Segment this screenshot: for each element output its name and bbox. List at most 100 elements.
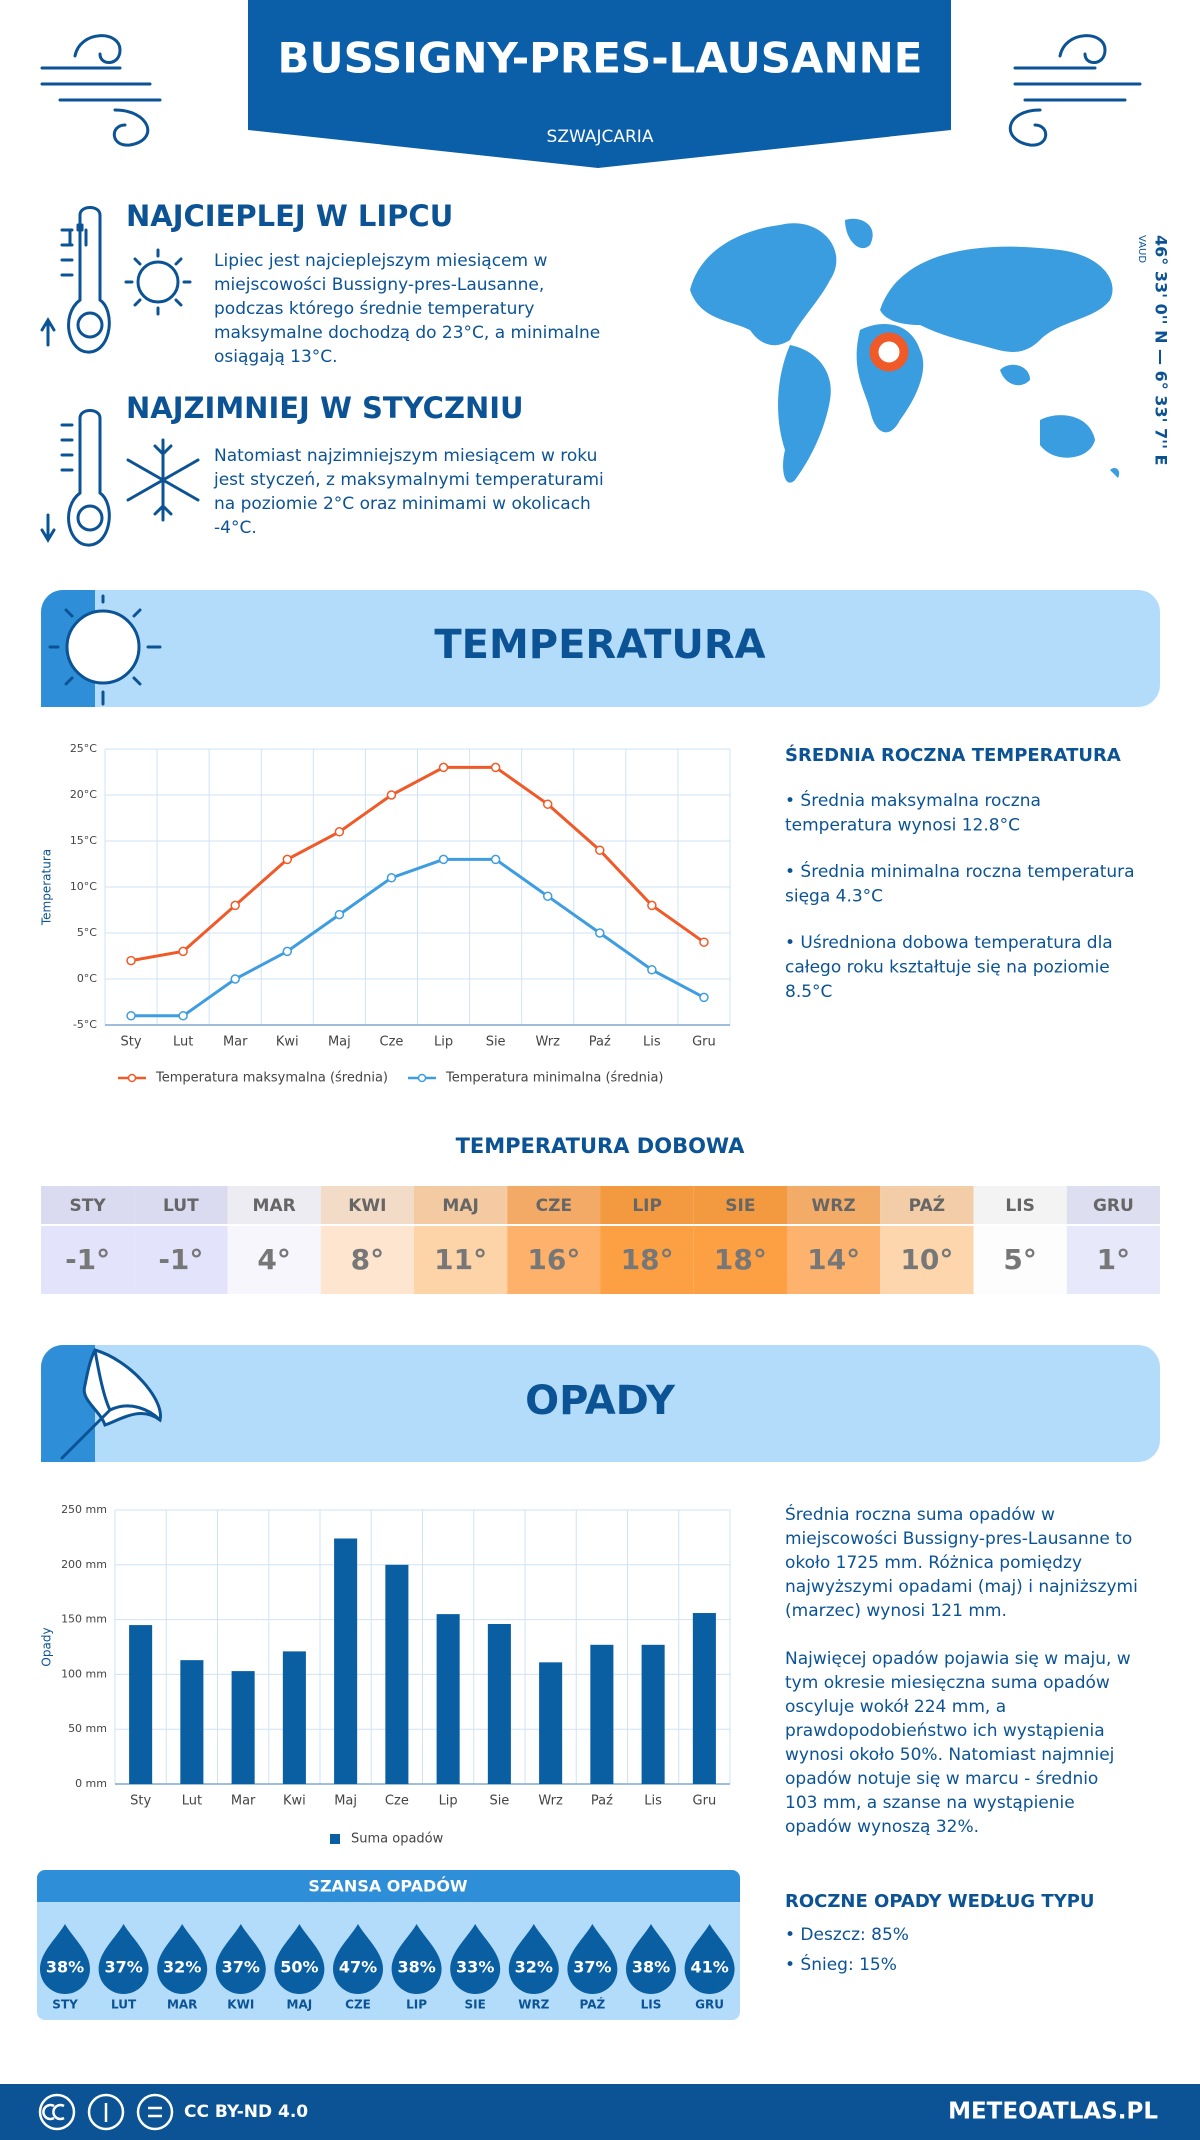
header-banner bbox=[248, 0, 951, 168]
coordinates: 46° 33' 0'' N — 6° 33' 7'' E bbox=[1152, 235, 1171, 465]
text-line: najwyższymi opadami (maj) i najniższymi bbox=[785, 1577, 1138, 1597]
rain-drop bbox=[98, 1924, 149, 1995]
chance-month: CZE bbox=[345, 1998, 371, 2012]
table-cell bbox=[880, 1186, 974, 1294]
table-cell bbox=[414, 1186, 508, 1294]
table-cell bbox=[973, 1186, 1067, 1294]
table-header: KWI bbox=[348, 1196, 386, 1216]
text-line: (marzec) wynosi 121 mm. bbox=[785, 1601, 1007, 1621]
text-line: wynosi około 50%. Natomiast najmniej bbox=[785, 1745, 1114, 1765]
text-line: tym okresie miesięczna suma opadów bbox=[785, 1673, 1110, 1693]
text-line: miejscowości Bussigny-pres-Lausanne to bbox=[785, 1529, 1132, 1549]
rain-drop bbox=[450, 1924, 501, 1994]
point bbox=[699, 992, 709, 1003]
point bbox=[282, 946, 293, 957]
text-line: prawdopodobieństwo ich wystąpienia bbox=[785, 1721, 1105, 1741]
table-cell bbox=[507, 1186, 601, 1294]
y-tick-label: 250 mm bbox=[61, 1503, 107, 1516]
point bbox=[334, 909, 345, 920]
x-tick-label: Mar bbox=[223, 1035, 248, 1050]
point bbox=[126, 1011, 136, 1021]
summary-title: ŚREDNIA ROCZNA TEMPERATURA bbox=[785, 744, 1121, 766]
table-cell bbox=[134, 1186, 228, 1294]
rain-drop bbox=[626, 1924, 676, 1994]
table-value: -1° bbox=[158, 1243, 203, 1276]
x-tick-label: Kwi bbox=[276, 1035, 299, 1050]
legend-swatch bbox=[330, 1834, 340, 1844]
x-tick-label: Wrz bbox=[538, 1794, 563, 1809]
chance-month: STY bbox=[52, 1998, 78, 2012]
x-tick-label: Paź bbox=[591, 1794, 613, 1809]
table-header: LUT bbox=[163, 1196, 199, 1216]
legend-label: Temperatura maksymalna (średnia) bbox=[155, 1071, 388, 1086]
y-tick-label: 15°C bbox=[70, 834, 97, 847]
point bbox=[490, 762, 501, 773]
point bbox=[438, 854, 449, 865]
footer bbox=[0, 2084, 1200, 2140]
chance-value: 37% bbox=[104, 1958, 142, 1977]
point bbox=[282, 854, 293, 865]
table-header-shade bbox=[973, 1186, 1067, 1225]
point bbox=[386, 790, 397, 800]
text-line: sięga 4.3°C bbox=[785, 887, 883, 907]
point bbox=[699, 937, 709, 947]
rain-drop bbox=[40, 1924, 90, 1994]
bar bbox=[129, 1625, 153, 1784]
point bbox=[230, 900, 240, 911]
text-line: opadów notuje się w marcu - średnio bbox=[785, 1769, 1098, 1789]
bar bbox=[487, 1623, 511, 1784]
legend-label: Suma opadów bbox=[351, 1832, 444, 1847]
x-tick-label: Lut bbox=[173, 1035, 193, 1050]
table-value: 18° bbox=[714, 1243, 767, 1276]
thermometer-hot-icon bbox=[40, 206, 192, 354]
precipitation-banner bbox=[41, 1345, 1160, 1462]
coldest-title: NAJZIMNIEJ W STYCZNIU bbox=[126, 391, 524, 425]
y-tick-label: 0 mm bbox=[75, 1777, 107, 1790]
table-value: 1° bbox=[1097, 1243, 1130, 1276]
y-tick-label: 200 mm bbox=[61, 1558, 107, 1571]
x-tick-label: Kwi bbox=[283, 1794, 306, 1809]
license: CC BY-ND 4.0 bbox=[184, 2102, 308, 2122]
chance-month: LUT bbox=[111, 1998, 137, 2012]
region: VAUD bbox=[1136, 235, 1147, 263]
rain-drop bbox=[391, 1924, 442, 1994]
point bbox=[542, 891, 553, 901]
table-header: SIE bbox=[725, 1196, 755, 1216]
table-header: MAR bbox=[253, 1196, 296, 1216]
chance-month: MAJ bbox=[287, 1998, 313, 2012]
thermometer-cold-icon bbox=[40, 409, 200, 547]
text-line: oscyluje wokół 224 mm, a bbox=[785, 1697, 1006, 1717]
chance-month: GRU bbox=[695, 1998, 724, 2012]
x-tick-label: Sty bbox=[121, 1035, 142, 1050]
table-header-shade bbox=[41, 1186, 135, 1225]
type-item: • Śnieg: 15% bbox=[785, 1953, 897, 1975]
point bbox=[647, 965, 657, 975]
rain-drop bbox=[333, 1924, 383, 1994]
point bbox=[126, 955, 136, 966]
text-line: Lipiec jest najcieplejszym miesiącem w bbox=[214, 251, 547, 271]
point bbox=[647, 900, 657, 911]
y-tick-label: 50 mm bbox=[68, 1722, 107, 1735]
text-line: temperatura wynosi 12.8°C bbox=[785, 816, 1020, 836]
table-value: 8° bbox=[351, 1243, 384, 1276]
x-tick-label: Sty bbox=[130, 1794, 151, 1809]
line bbox=[130, 765, 705, 963]
text-line: miejscowości Bussigny-pres-Lausanne, bbox=[214, 275, 544, 295]
point bbox=[334, 827, 345, 837]
umbrella-icon bbox=[60, 1348, 162, 1460]
chance-value: 32% bbox=[515, 1958, 553, 1977]
table-cell bbox=[600, 1186, 694, 1294]
legend-label: Temperatura minimalna (średnia) bbox=[445, 1071, 663, 1086]
table-cell bbox=[227, 1186, 321, 1294]
text-line: około 1725 mm. Różnica pomiędzy bbox=[785, 1553, 1082, 1573]
site[interactable]: METEOATLAS.PL bbox=[948, 2099, 1158, 2125]
point bbox=[386, 873, 397, 883]
temperature-banner bbox=[41, 590, 1160, 707]
y-tick-label: 0°C bbox=[77, 972, 97, 985]
chance-box bbox=[37, 1870, 740, 2020]
daily-title: TEMPERATURA DOBOWA bbox=[456, 1134, 746, 1158]
y-tick-label: 10°C bbox=[70, 880, 97, 893]
text-line: • Średnia minimalna roczna temperatura bbox=[785, 860, 1135, 882]
text-line: Najwięcej opadów pojawia się w maju, w bbox=[785, 1649, 1131, 1669]
